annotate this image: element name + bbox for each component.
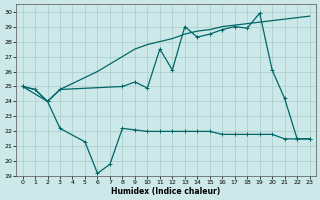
X-axis label: Humidex (Indice chaleur): Humidex (Indice chaleur): [111, 187, 221, 196]
